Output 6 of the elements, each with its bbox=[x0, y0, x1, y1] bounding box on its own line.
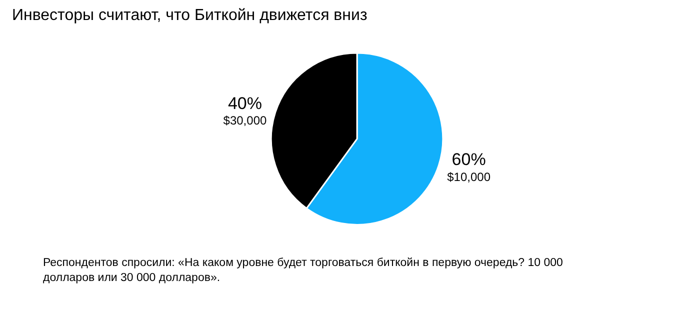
data-label: 40% bbox=[228, 94, 262, 113]
chart-title: Инвесторы считают, что Биткойн движется вниз bbox=[12, 7, 368, 24]
text: Респондентов спросили: «На каком уровне будет торговаться биткойн в первую очередь? 10 000 долларов или 30 000 долларов». bbox=[43, 257, 563, 284]
data-label: 60% bbox=[452, 150, 486, 170]
slice-label: $30,000 bbox=[223, 113, 267, 128]
slice-label: $10,000 bbox=[447, 170, 491, 184]
